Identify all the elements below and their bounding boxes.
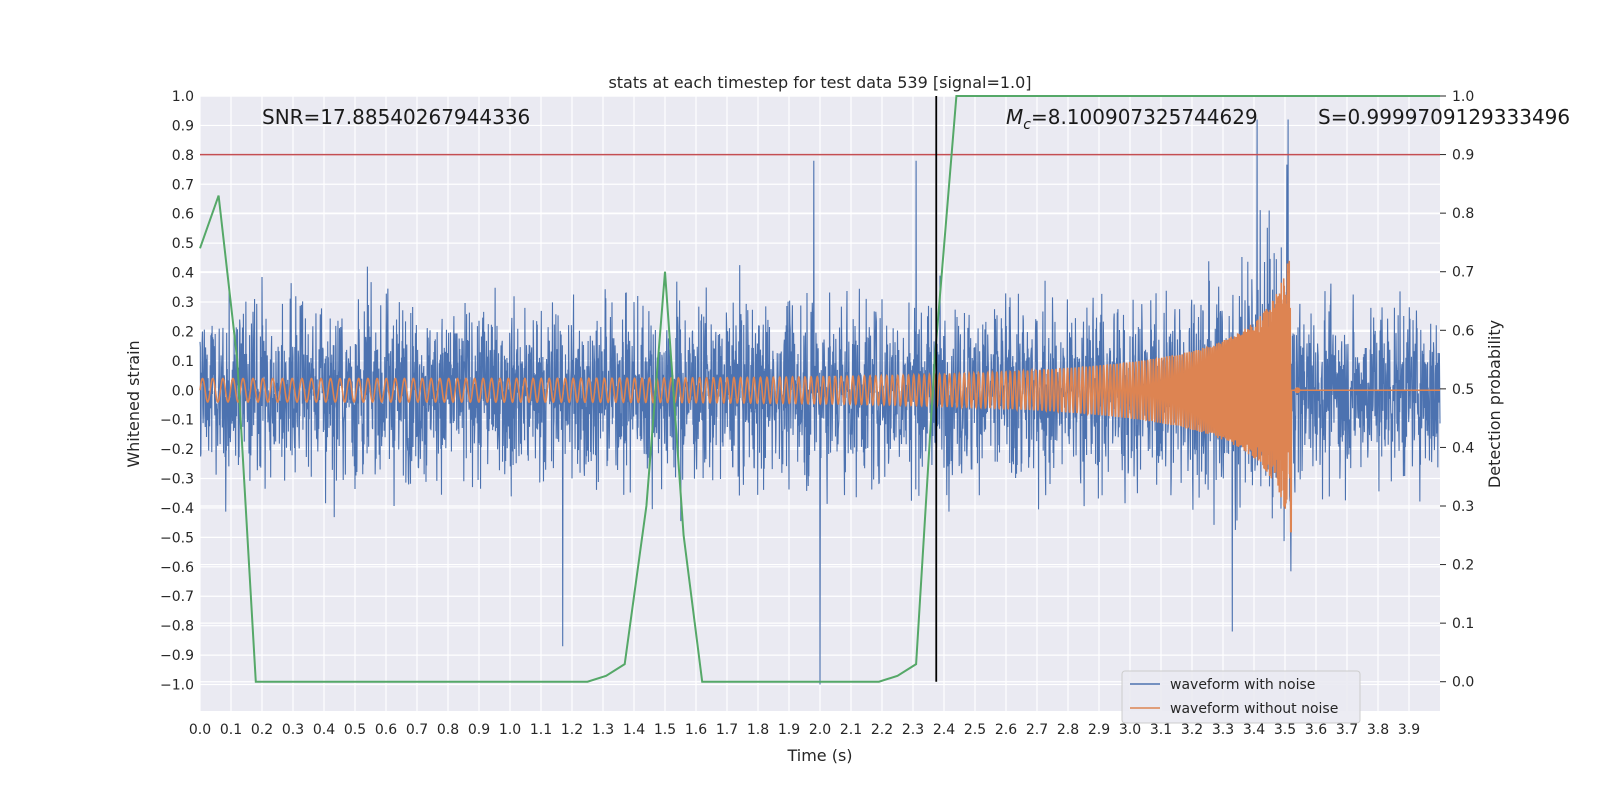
x-tick-label: 3.0 — [1119, 722, 1141, 738]
y-left-tick-label: −0.8 — [160, 619, 194, 635]
chirp-mass-value: =8.100907325744629 — [1031, 105, 1258, 129]
y-left-tick-label: 0.1 — [172, 354, 194, 370]
x-tick-label: 1.8 — [747, 722, 769, 738]
series-layer — [199, 95, 1441, 685]
x-tick-label: 2.4 — [933, 722, 955, 738]
y-right-tick-label: 0.7 — [1452, 265, 1474, 281]
x-tick-label: 1.9 — [778, 722, 800, 738]
x-tick-label: 1.6 — [685, 722, 707, 738]
x-tick-label: 2.5 — [964, 722, 986, 738]
x-tick-label: 2.3 — [902, 722, 924, 738]
x-tick-label: 2.6 — [995, 722, 1017, 738]
x-tick-label: 2.0 — [809, 722, 831, 738]
y-left-tick-label: 0.4 — [172, 266, 194, 282]
x-tick-label: 1.3 — [592, 722, 614, 738]
y-left-tick-label: 0.7 — [172, 177, 194, 193]
legend-box — [1121, 670, 1361, 724]
series-detection-probability — [199, 95, 1440, 683]
y-right-tick-label: 0.3 — [1452, 499, 1474, 515]
legend-label-clean: waveform without noise — [1170, 701, 1338, 717]
x-tick-label: 3.6 — [1305, 722, 1327, 738]
snr-annotation: SNR=17.88540267944336 — [262, 105, 530, 129]
y-left-tick-label: 0.9 — [172, 118, 194, 134]
x-tick-label: 3.1 — [1150, 722, 1172, 738]
x-tick-label: 1.7 — [716, 722, 738, 738]
x-tick-label: 2.9 — [1088, 722, 1110, 738]
x-tick-label: 3.2 — [1181, 722, 1203, 738]
y-left-tick-label: 0.0 — [172, 383, 194, 399]
y-left-tick-label: −0.5 — [160, 530, 194, 546]
x-tick-label: 3.8 — [1367, 722, 1389, 738]
y-axis-label-left: Whitened strain — [124, 340, 143, 467]
y-left-tick-label: −0.6 — [160, 560, 194, 576]
x-tick-label: 0.1 — [220, 722, 242, 738]
y-left-tick-label: −0.4 — [160, 501, 194, 517]
series-waveform-without-noise — [199, 260, 1440, 533]
legend-label-noise: waveform with noise — [1170, 677, 1315, 693]
y-left-tick-label: −0.3 — [160, 472, 194, 488]
x-tick-label: 2.7 — [1026, 722, 1048, 738]
y-right-tick-label: 0.0 — [1452, 675, 1474, 691]
chirp-mass-symbol: M — [1006, 105, 1023, 129]
x-tick-label: 1.2 — [561, 722, 583, 738]
chirp-mass-annotation: Mc=8.100907325744629 — [1006, 105, 1258, 133]
x-tick-label: 0.3 — [282, 722, 304, 738]
x-tick-label: 1.5 — [654, 722, 676, 738]
y-right-tick-label: 0.9 — [1452, 148, 1474, 164]
x-tick-label: 2.1 — [840, 722, 862, 738]
y-left-tick-label: −1.0 — [160, 678, 194, 694]
x-tick-label: 0.2 — [251, 722, 273, 738]
x-tick-label: 0.4 — [313, 722, 335, 738]
merger-marker — [1294, 387, 1301, 394]
y-left-tick-label: 0.6 — [172, 207, 194, 223]
x-axis-label: Time (s) — [786, 746, 852, 765]
x-tick-label: 3.4 — [1243, 722, 1265, 738]
y-left-tick-label: 0.3 — [172, 295, 194, 311]
x-tick-label: 0.6 — [375, 722, 397, 738]
y-axis-label-right: Detection probability — [1485, 320, 1504, 488]
y-left-tick-label: −0.2 — [160, 442, 194, 458]
y-left-tick-label: 0.5 — [172, 236, 194, 252]
x-tick-label: 3.7 — [1336, 722, 1358, 738]
score-annotation: S=0.9999709129333496 — [1318, 105, 1570, 129]
y-right-tick-label: 0.1 — [1452, 616, 1474, 632]
y-left-tick-label: −0.7 — [160, 589, 194, 605]
legend: waveform with noise waveform without noi… — [1121, 670, 1361, 724]
x-tick-label: 0.0 — [189, 722, 211, 738]
x-tick-label: 3.9 — [1398, 722, 1420, 738]
x-tick-label: 0.5 — [344, 722, 366, 738]
y-left-tick-label: 0.8 — [172, 148, 194, 164]
y-left-tick-label: −0.9 — [160, 648, 194, 664]
chart-title: stats at each timestep for test data 539… — [608, 73, 1031, 92]
x-tick-label: 0.8 — [437, 722, 459, 738]
y-left-tick-label: 1.0 — [172, 89, 194, 105]
x-tick-label: 0.7 — [406, 722, 428, 738]
x-tick-label: 0.9 — [468, 722, 490, 738]
y-right-tick-label: 0.4 — [1452, 440, 1474, 456]
x-tick-label: 1.4 — [623, 722, 645, 738]
y-right-tick-label: 0.2 — [1452, 558, 1474, 574]
y-right-tick-label: 0.6 — [1452, 323, 1474, 339]
y-right-tick-label: 0.5 — [1452, 382, 1474, 398]
chirp-mass-subscript: c — [1023, 117, 1031, 133]
x-tick-label: 2.2 — [871, 722, 893, 738]
y-right-tick-label: 1.0 — [1452, 89, 1474, 105]
y-right-tick-label: 0.8 — [1452, 206, 1474, 222]
x-tick-label: 3.3 — [1212, 722, 1234, 738]
axes: 0.0 0.1 0.2 0.3 0.4 0.5 0.6 0.7 0.8 0.9 1.0 1.1 1.2 1… — [160, 89, 1474, 738]
y-left-tick-label: 0.2 — [172, 324, 194, 340]
x-tick-label: 3.5 — [1274, 722, 1296, 738]
y-left-tick-label: −0.1 — [160, 413, 194, 429]
x-tick-label: 1.0 — [499, 722, 521, 738]
x-tick-label: 1.1 — [530, 722, 552, 738]
x-tick-label: 2.8 — [1057, 722, 1079, 738]
